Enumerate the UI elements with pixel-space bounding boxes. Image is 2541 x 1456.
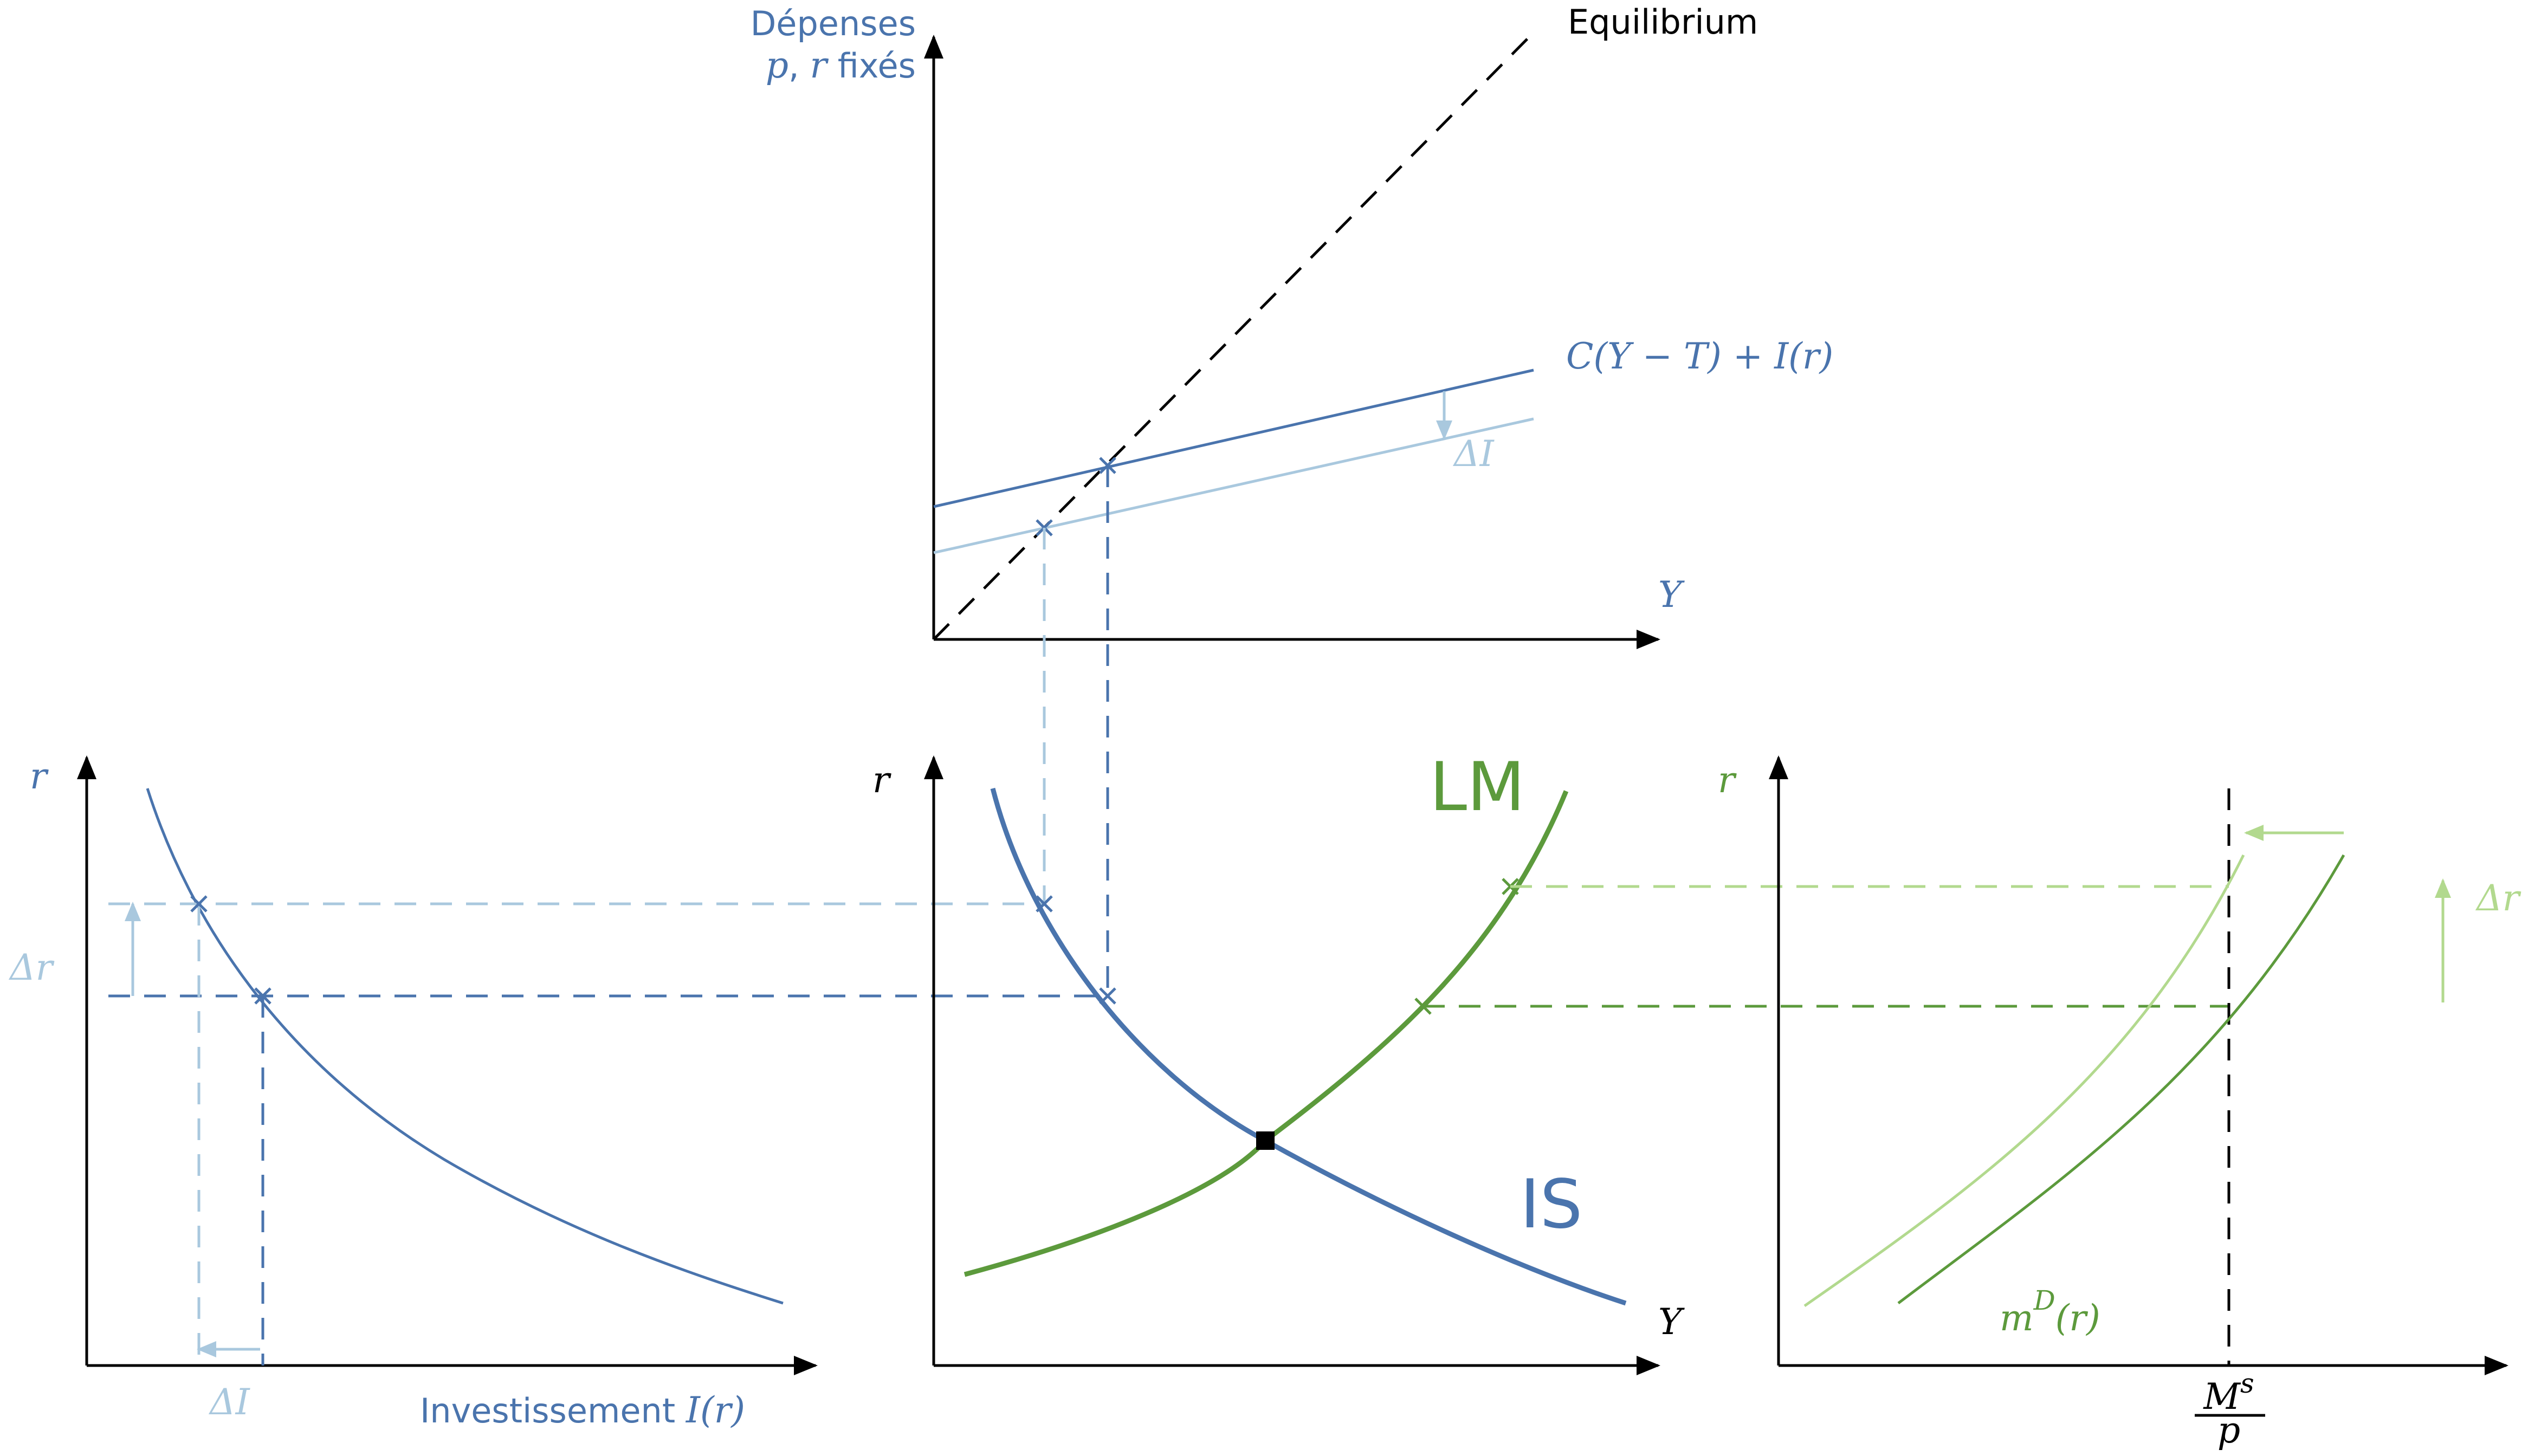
equilibrium-label: Equilibrium xyxy=(1568,2,1758,42)
top-xlabel: Y xyxy=(1658,574,1685,616)
expenditure-line-shifted xyxy=(933,417,1534,554)
investment-point-initial xyxy=(254,987,271,1005)
is-lm-equilibrium-point xyxy=(1256,1131,1275,1150)
is-point-shifted xyxy=(1036,895,1053,913)
expenditure-label: C(Y − T) + I(r) xyxy=(1566,335,1833,377)
money-supply-label: Ms p xyxy=(2195,1368,2265,1451)
lm-label: LM xyxy=(1430,748,1525,826)
left-panel: r Δr ΔI Investissement I(r) xyxy=(8,755,1108,1431)
supply-denominator: p xyxy=(2217,1409,2240,1451)
is-label: IS xyxy=(1520,1166,1582,1244)
lm-curve xyxy=(964,790,1569,1277)
delta-i-label-left: ΔI xyxy=(208,1381,251,1423)
money-demand-shifted xyxy=(1803,854,2245,1308)
middle-panel: r Y LM IS xyxy=(872,748,1685,1375)
is-point-initial xyxy=(1099,987,1116,1005)
middle-ylabel: r xyxy=(872,759,891,801)
equilibrium-line xyxy=(933,29,1537,640)
left-xlabel: Investissement I(r) xyxy=(420,1389,745,1431)
investment-point-shifted xyxy=(190,895,208,913)
svg-text:Ms: Ms xyxy=(2203,1368,2254,1418)
delta-i-label-top: ΔI xyxy=(1452,433,1495,475)
left-ylabel: r xyxy=(30,755,49,797)
delta-r-label-left: Δr xyxy=(8,947,55,988)
top-ylabel-line1: Dépenses xyxy=(751,4,916,43)
money-demand-label: mD(r) xyxy=(2000,1285,2100,1339)
investment-curve xyxy=(146,788,784,1305)
expenditure-line xyxy=(933,368,1534,508)
right-panel: r Δr mD(r) Ms p xyxy=(1718,755,2521,1451)
top-ylabel-line2: p, r fixés xyxy=(766,44,916,86)
money-demand-curve xyxy=(1897,854,2345,1304)
middle-xlabel: Y xyxy=(1658,1301,1685,1343)
delta-r-label-right: Δr xyxy=(2475,877,2521,919)
top-panel: Dépenses p, r fixés Equilibrium C(Y − T)… xyxy=(751,2,1833,649)
right-ylabel: r xyxy=(1718,759,1737,801)
